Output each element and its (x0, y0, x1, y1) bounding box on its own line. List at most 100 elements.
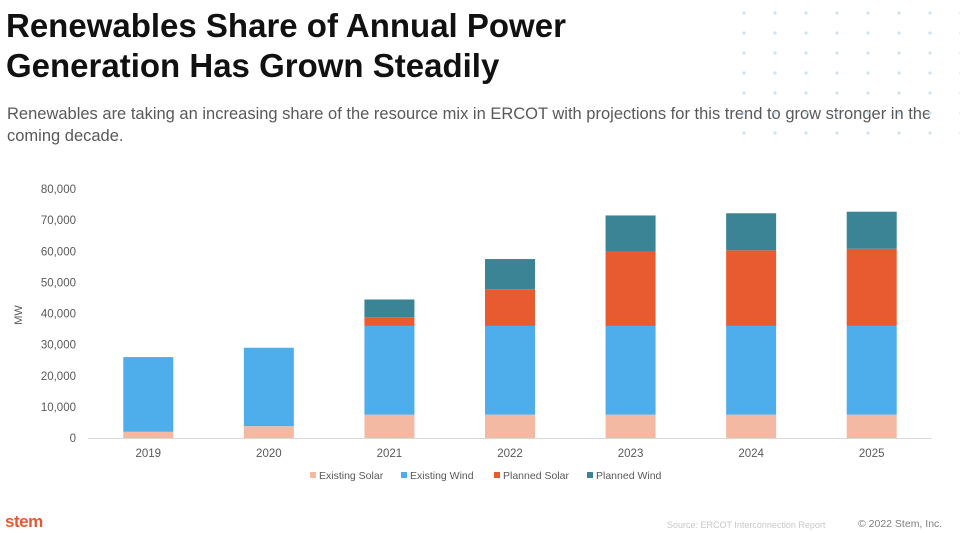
legend-label: Existing Solar (319, 470, 384, 482)
y-tick-label: 80,000 (41, 184, 76, 196)
decor-dot (866, 11, 870, 15)
decor-dot (897, 71, 901, 75)
x-tick-label: 2024 (738, 448, 764, 460)
decorative-dot-grid (742, 11, 960, 135)
legend-swatch (310, 472, 316, 478)
legend-label: Planned Wind (596, 470, 662, 482)
bar-existing-wind-2023 (605, 325, 656, 415)
bar-planned-solar-2021 (364, 317, 415, 326)
bar-planned-solar-2023 (605, 251, 656, 326)
x-tick-label: 2022 (497, 448, 523, 460)
y-tick-label: 0 (70, 433, 76, 445)
decor-dot (835, 71, 839, 75)
legend-item: Existing Wind (401, 470, 474, 482)
stacked-bar-chart: 0 10,000 20,000 30,000 40,000 50,000 60,000 70,… (13, 184, 932, 482)
y-axis-label: MW (13, 305, 25, 325)
decor-dot (804, 11, 808, 15)
decor-dot (742, 51, 746, 55)
chart-legend: Existing Solar Existing Wind Planned Solar… (310, 470, 662, 482)
decor-dot (804, 111, 808, 115)
decor-dot (866, 51, 870, 55)
decor-dot (804, 31, 808, 35)
bar-existing-wind-2021 (364, 325, 415, 415)
legend-item: Existing Solar (310, 470, 384, 482)
x-tick-label: 2025 (859, 448, 885, 460)
decor-dot (773, 111, 777, 115)
legend-swatch (401, 472, 407, 478)
decor-dot (835, 51, 839, 55)
decor-dot (928, 71, 932, 75)
bar-existing-solar-2020 (243, 426, 294, 438)
decor-dot (866, 91, 870, 95)
decor-dot (928, 111, 932, 115)
decor-dot (866, 111, 870, 115)
decor-dot (897, 31, 901, 35)
bar-existing-solar-2022 (485, 414, 535, 438)
x-tick-label: 2021 (377, 448, 403, 460)
decor-dot (928, 131, 932, 135)
y-axis-ticks: 0 10,000 20,000 30,000 40,000 50,000 60,000 70,… (41, 184, 76, 445)
bar-existing-wind-2024 (726, 325, 777, 415)
bar-planned-wind-2023 (605, 215, 656, 252)
decor-dot (742, 71, 746, 75)
bar-existing-wind-2025 (846, 325, 897, 415)
y-tick-label: 20,000 (41, 371, 76, 383)
decor-dot (742, 31, 746, 35)
x-axis-ticks: 2019 2020 2021 2022 2023 2024 2025 (135, 448, 884, 460)
bar-planned-wind-2024 (726, 213, 777, 251)
bar-existing-solar-2024 (726, 414, 777, 438)
decor-dot (897, 51, 901, 55)
decor-dot (928, 51, 932, 55)
legend-label: Existing Wind (410, 470, 474, 482)
bar-existing-wind-2022 (485, 325, 535, 415)
bar-existing-solar-2019 (123, 431, 174, 438)
decor-dot (742, 11, 746, 15)
decor-dot (866, 31, 870, 35)
decor-dot (897, 131, 901, 135)
decor-dot (866, 71, 870, 75)
y-tick-label: 50,000 (41, 277, 76, 289)
x-tick-label: 2020 (256, 448, 282, 460)
decor-dot (773, 51, 777, 55)
decor-dot (897, 91, 901, 95)
bar-existing-wind-2019 (123, 357, 174, 432)
decor-dot (804, 91, 808, 95)
decor-dot (835, 91, 839, 95)
y-tick-label: 10,000 (41, 402, 76, 414)
decor-dot (742, 91, 746, 95)
decor-dot (835, 11, 839, 15)
x-tick-label: 2023 (618, 448, 644, 460)
bar-planned-solar-2022 (485, 289, 535, 326)
decor-dot (742, 131, 746, 135)
y-tick-label: 60,000 (41, 246, 76, 258)
decor-dot (773, 31, 777, 35)
source-note: Source: ERCOT Interconnection Report (667, 520, 826, 530)
legend-swatch (587, 472, 593, 478)
y-tick-label: 30,000 (41, 340, 76, 352)
legend-item: Planned Wind (587, 470, 662, 482)
bar-group (123, 211, 897, 438)
legend-swatch (494, 472, 500, 478)
decor-dot (804, 71, 808, 75)
copyright-note: © 2022 Stem, Inc. (858, 518, 943, 530)
decor-dot (773, 131, 777, 135)
decor-dot (897, 11, 901, 15)
decor-dot (928, 91, 932, 95)
legend-item: Planned Solar (494, 470, 569, 482)
page-subtitle: Renewables are taking an increasing shar… (7, 105, 932, 145)
decor-dot (835, 31, 839, 35)
y-tick-label: 40,000 (41, 309, 76, 321)
bar-existing-solar-2021 (364, 414, 415, 438)
y-tick-label: 70,000 (41, 215, 76, 227)
x-tick-label: 2019 (135, 448, 161, 460)
decor-dot (773, 11, 777, 15)
decor-dot (804, 51, 808, 55)
decor-dot (928, 31, 932, 35)
bar-planned-wind-2021 (364, 299, 415, 318)
decor-dot (773, 91, 777, 95)
page-title: Renewables Share of Annual Power Generat… (6, 7, 566, 84)
decor-dot (742, 111, 746, 115)
bar-planned-solar-2025 (846, 248, 897, 326)
bar-existing-wind-2020 (243, 347, 294, 427)
decor-dot (866, 131, 870, 135)
